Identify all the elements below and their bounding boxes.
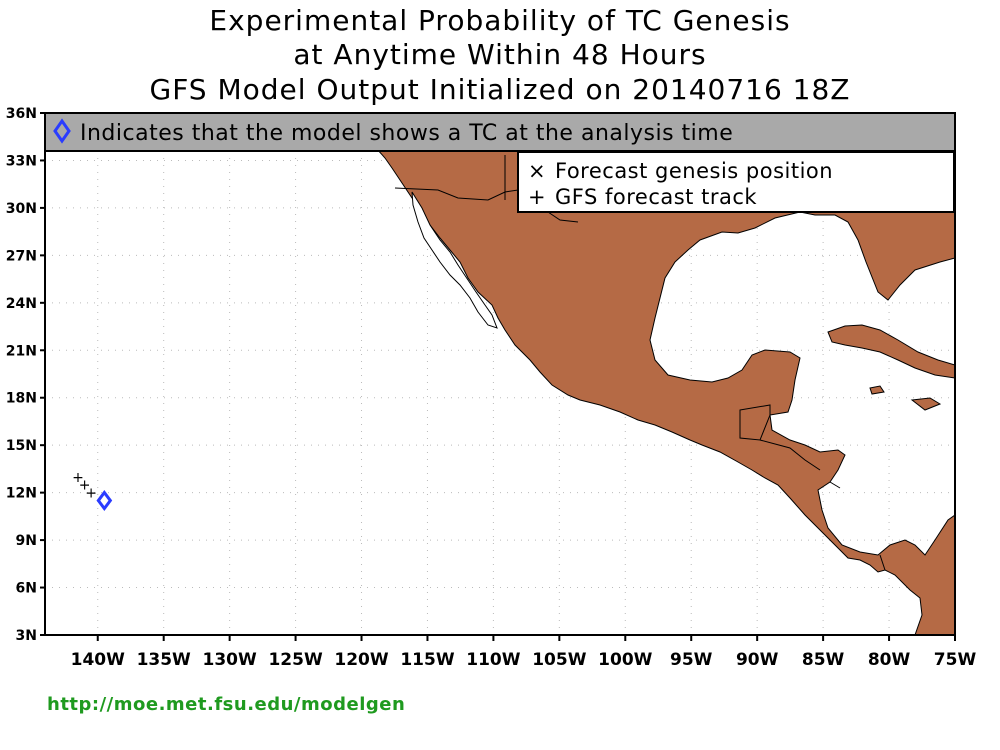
track-point: + — [85, 486, 97, 502]
island-small-1 — [910, 397, 942, 411]
lon-tick-label: 125W — [268, 650, 322, 670]
legend-label-genesis: Forecast genesis position — [555, 159, 833, 183]
analysis-banner: Indicates that the model shows a TC at t… — [44, 112, 956, 152]
lon-tick-label: 140W — [71, 650, 125, 670]
lat-tick-label: 18N — [6, 391, 37, 407]
north-america-land — [357, 113, 955, 635]
lat-tick-label: 36N — [6, 106, 37, 122]
cuba-island — [827, 324, 955, 379]
axis-ticks: 3N 6N 9N 12N 15N 18N 21N 24N 27N 30N 33N 36N 140W 135… — [6, 106, 977, 670]
analysis-tc-diamond — [96, 490, 113, 512]
lon-tick-label: 130W — [203, 650, 257, 670]
lat-tick-label: 3N — [16, 628, 37, 644]
lon-tick-label: 105W — [532, 650, 586, 670]
source-url-link[interactable]: http://moe.met.fsu.edu/modelgen — [47, 694, 406, 715]
track-point: + — [72, 470, 84, 486]
banner-text: Indicates that the model shows a TC at t… — [80, 121, 733, 146]
lon-tick-label: 90W — [736, 650, 779, 670]
country-borders — [394, 155, 886, 571]
lon-tick-label: 115W — [400, 650, 454, 670]
lat-tick-label: 24N — [6, 296, 37, 312]
track-point: + — [79, 478, 91, 494]
lat-tick-label: 27N — [6, 248, 37, 264]
lat-tick-label: 6N — [16, 581, 37, 597]
lon-tick-label: 95W — [670, 650, 713, 670]
lat-tick-label: 9N — [16, 533, 37, 549]
forecast-track: +++ — [72, 470, 113, 512]
legend-box: × Forecast genesis position + GFS foreca… — [517, 151, 955, 213]
diamond-icon — [53, 118, 71, 144]
lat-tick-label: 30N — [6, 201, 37, 217]
lon-tick-label: 100W — [598, 650, 652, 670]
lon-tick-label: 75W — [934, 650, 977, 670]
lon-tick-label: 110W — [466, 650, 520, 670]
title-line-1: Experimental Probability of TC Genesis — [209, 4, 791, 37]
lon-tick-label: 80W — [868, 650, 911, 670]
lat-tick-label: 12N — [6, 486, 37, 502]
baja-peninsula — [411, 191, 498, 329]
legend-label-track: GFS forecast track — [555, 185, 757, 209]
lat-tick-label: 15N — [6, 438, 37, 454]
lon-tick-label: 135W — [137, 650, 191, 670]
island-small-2 — [869, 385, 885, 395]
title-line-2: at Anytime Within 48 Hours — [293, 38, 707, 71]
lat-tick-label: 21N — [6, 343, 37, 359]
lon-tick-label: 120W — [334, 650, 388, 670]
land-masses — [357, 113, 955, 635]
lon-tick-label: 85W — [802, 650, 845, 670]
legend-symbol-cross: × — [528, 159, 546, 183]
title-line-3: GFS Model Output Initialized on 20140716… — [149, 73, 851, 106]
lat-tick-label: 33N — [6, 153, 37, 169]
legend-symbol-plus: + — [528, 185, 546, 209]
map-canvas: Indicates that the model shows a TC at t… — [6, 106, 977, 670]
